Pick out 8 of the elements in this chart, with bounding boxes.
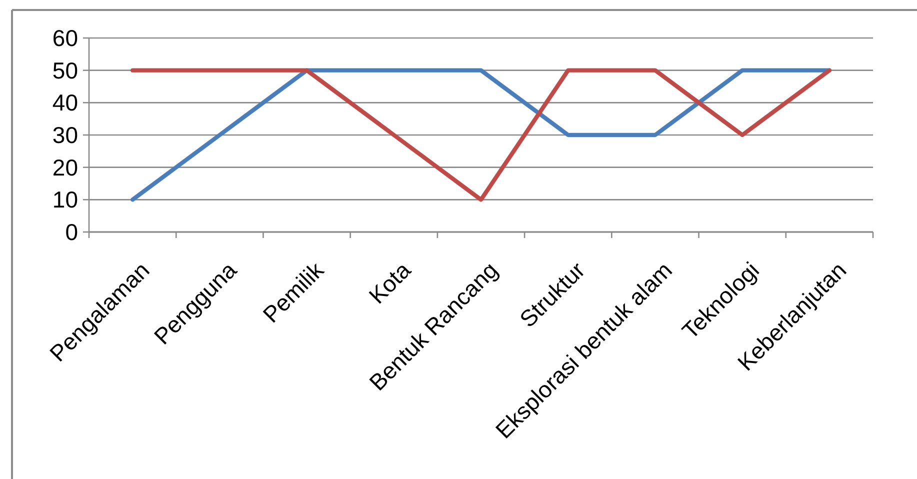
y-tick-label: 10 <box>52 186 78 213</box>
x-tick-label: Kota <box>364 256 416 309</box>
y-tick-label: 40 <box>52 90 78 116</box>
y-tick-label: 50 <box>52 57 78 84</box>
y-tick-label: 20 <box>52 154 78 180</box>
y-tick-label: 60 <box>52 25 78 52</box>
y-tick-label: 0 <box>65 219 78 246</box>
y-tick-label: 30 <box>52 122 78 148</box>
